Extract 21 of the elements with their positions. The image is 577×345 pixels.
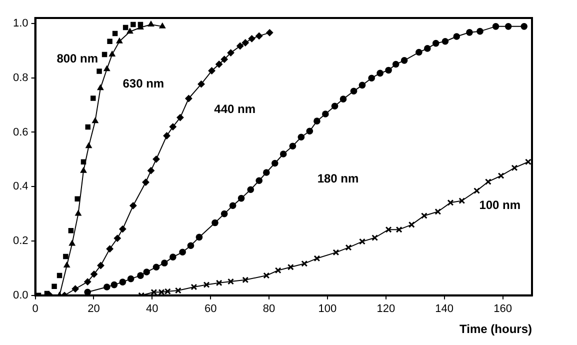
series-label: 630 nm bbox=[122, 76, 164, 91]
x-tick-label: 160 bbox=[494, 303, 512, 316]
x-tick-label: 60 bbox=[204, 303, 217, 316]
x-tick-label: 120 bbox=[376, 303, 396, 316]
x-tick-label: 0 bbox=[32, 303, 38, 316]
x-tick-label: 40 bbox=[146, 303, 158, 316]
y-tick-label: 0.8 bbox=[12, 72, 28, 84]
y-tick-label: 0.6 bbox=[12, 126, 28, 138]
x-tick-label: 80 bbox=[262, 303, 276, 316]
y-tick-label: 0.4 bbox=[12, 180, 28, 193]
y-tick-label: 0.2 bbox=[12, 235, 28, 248]
series-label: 800 nm bbox=[56, 52, 98, 66]
y-tick-label: 0.0 bbox=[12, 289, 28, 302]
text: 180 nm bbox=[317, 171, 359, 186]
y-tick-label: 1.0 bbox=[12, 17, 28, 30]
x-tick-label: 100 bbox=[318, 303, 337, 316]
series-label: 440 nm bbox=[214, 102, 256, 116]
x-axis-title: Time (hours) bbox=[460, 322, 532, 336]
x-tick-label: 140 bbox=[435, 303, 454, 316]
x-tick-label: 20 bbox=[88, 303, 100, 316]
series-label: 100 nm bbox=[479, 198, 521, 212]
